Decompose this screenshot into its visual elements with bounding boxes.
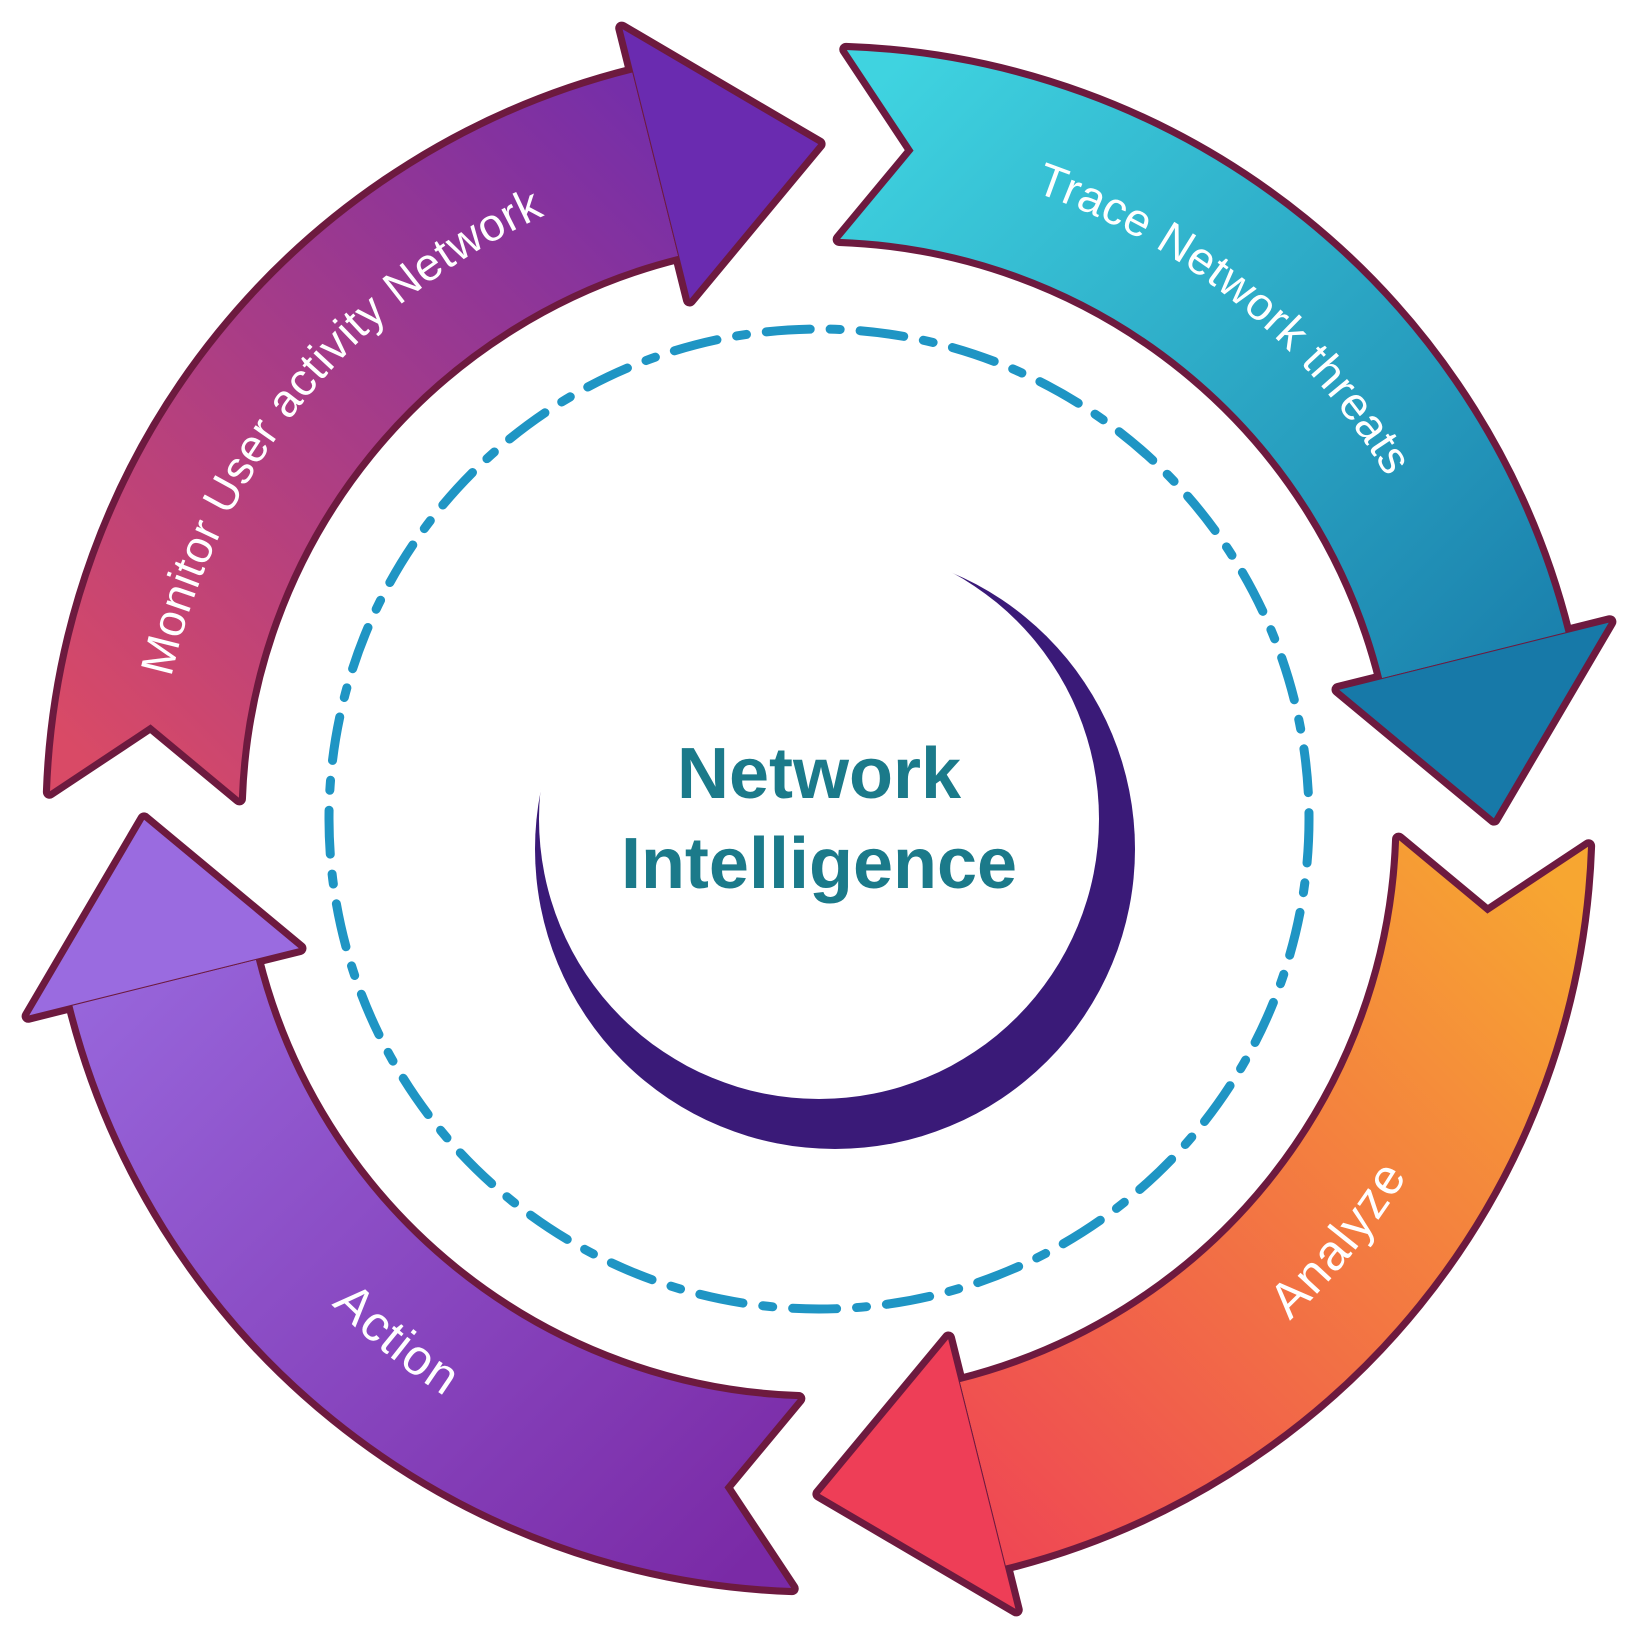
center-title-line1: Network [621,729,1017,819]
diagram-stage: Monitor User activity NetworkTrace Netwo… [0,0,1638,1638]
center-title-line2: Intelligence [621,819,1017,909]
center-title: Network Intelligence [621,729,1017,909]
